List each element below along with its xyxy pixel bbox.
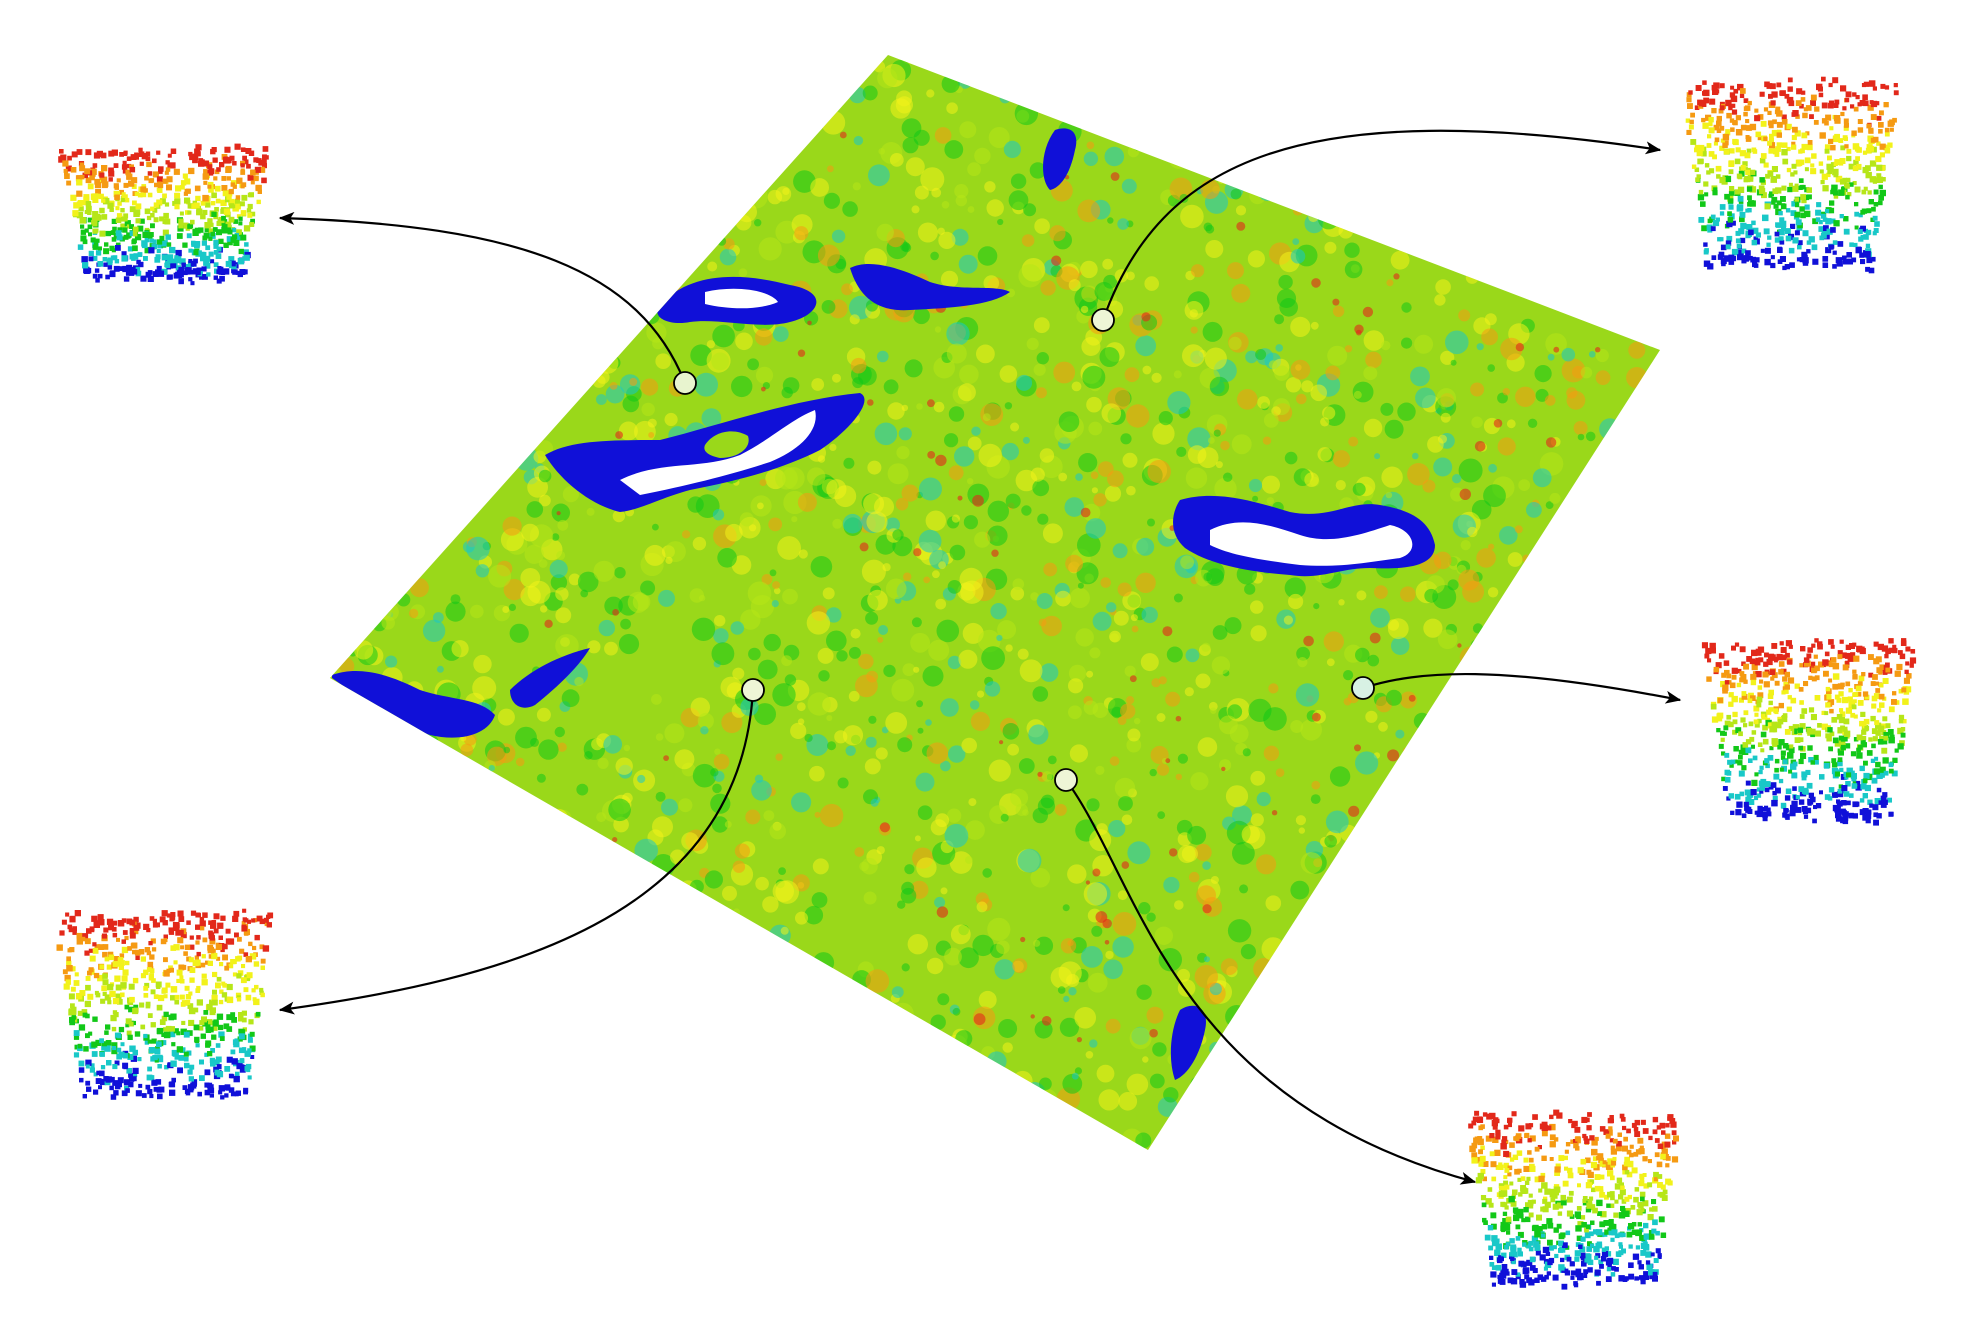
- lake-east-void: [1210, 522, 1413, 566]
- sample-marker-icon: [673, 371, 697, 395]
- lake-south-west: [332, 670, 495, 738]
- sample-marker-icon: [741, 678, 765, 702]
- sample-marker-icon: [1351, 676, 1375, 700]
- lake-north-west-void: [705, 288, 778, 309]
- sample-markers: [673, 308, 1375, 792]
- connector-arrows: [278, 129, 1682, 1185]
- pond-south: [1170, 1005, 1206, 1080]
- connector-arrow-icon: [1101, 129, 1662, 321]
- terrain-tile-icon: [330, 55, 1660, 1150]
- connector-arrow-icon: [1065, 779, 1477, 1185]
- water-bodies: [332, 128, 1435, 1080]
- lake-channel-north: [850, 263, 1010, 311]
- sample-plot-icon: [58, 143, 269, 286]
- sample-marker-icon: [1091, 308, 1115, 332]
- connector-arrow-icon: [1362, 672, 1682, 704]
- sample-plot-icon: [1468, 1109, 1679, 1290]
- lake-west-inlet: [510, 648, 590, 708]
- sample-plots: [56, 76, 1917, 1290]
- lake-central-void: [620, 410, 816, 495]
- lake-central-island: [704, 431, 749, 458]
- sample-plot-icon: [56, 908, 274, 1100]
- sample-plot-icon: [1685, 76, 1899, 274]
- sample-plot-icon: [1701, 638, 1917, 826]
- lake-north: [1043, 128, 1077, 190]
- connector-arrow-icon: [278, 689, 755, 1015]
- connector-arrow-icon: [278, 211, 687, 384]
- sample-marker-icon: [1054, 768, 1078, 792]
